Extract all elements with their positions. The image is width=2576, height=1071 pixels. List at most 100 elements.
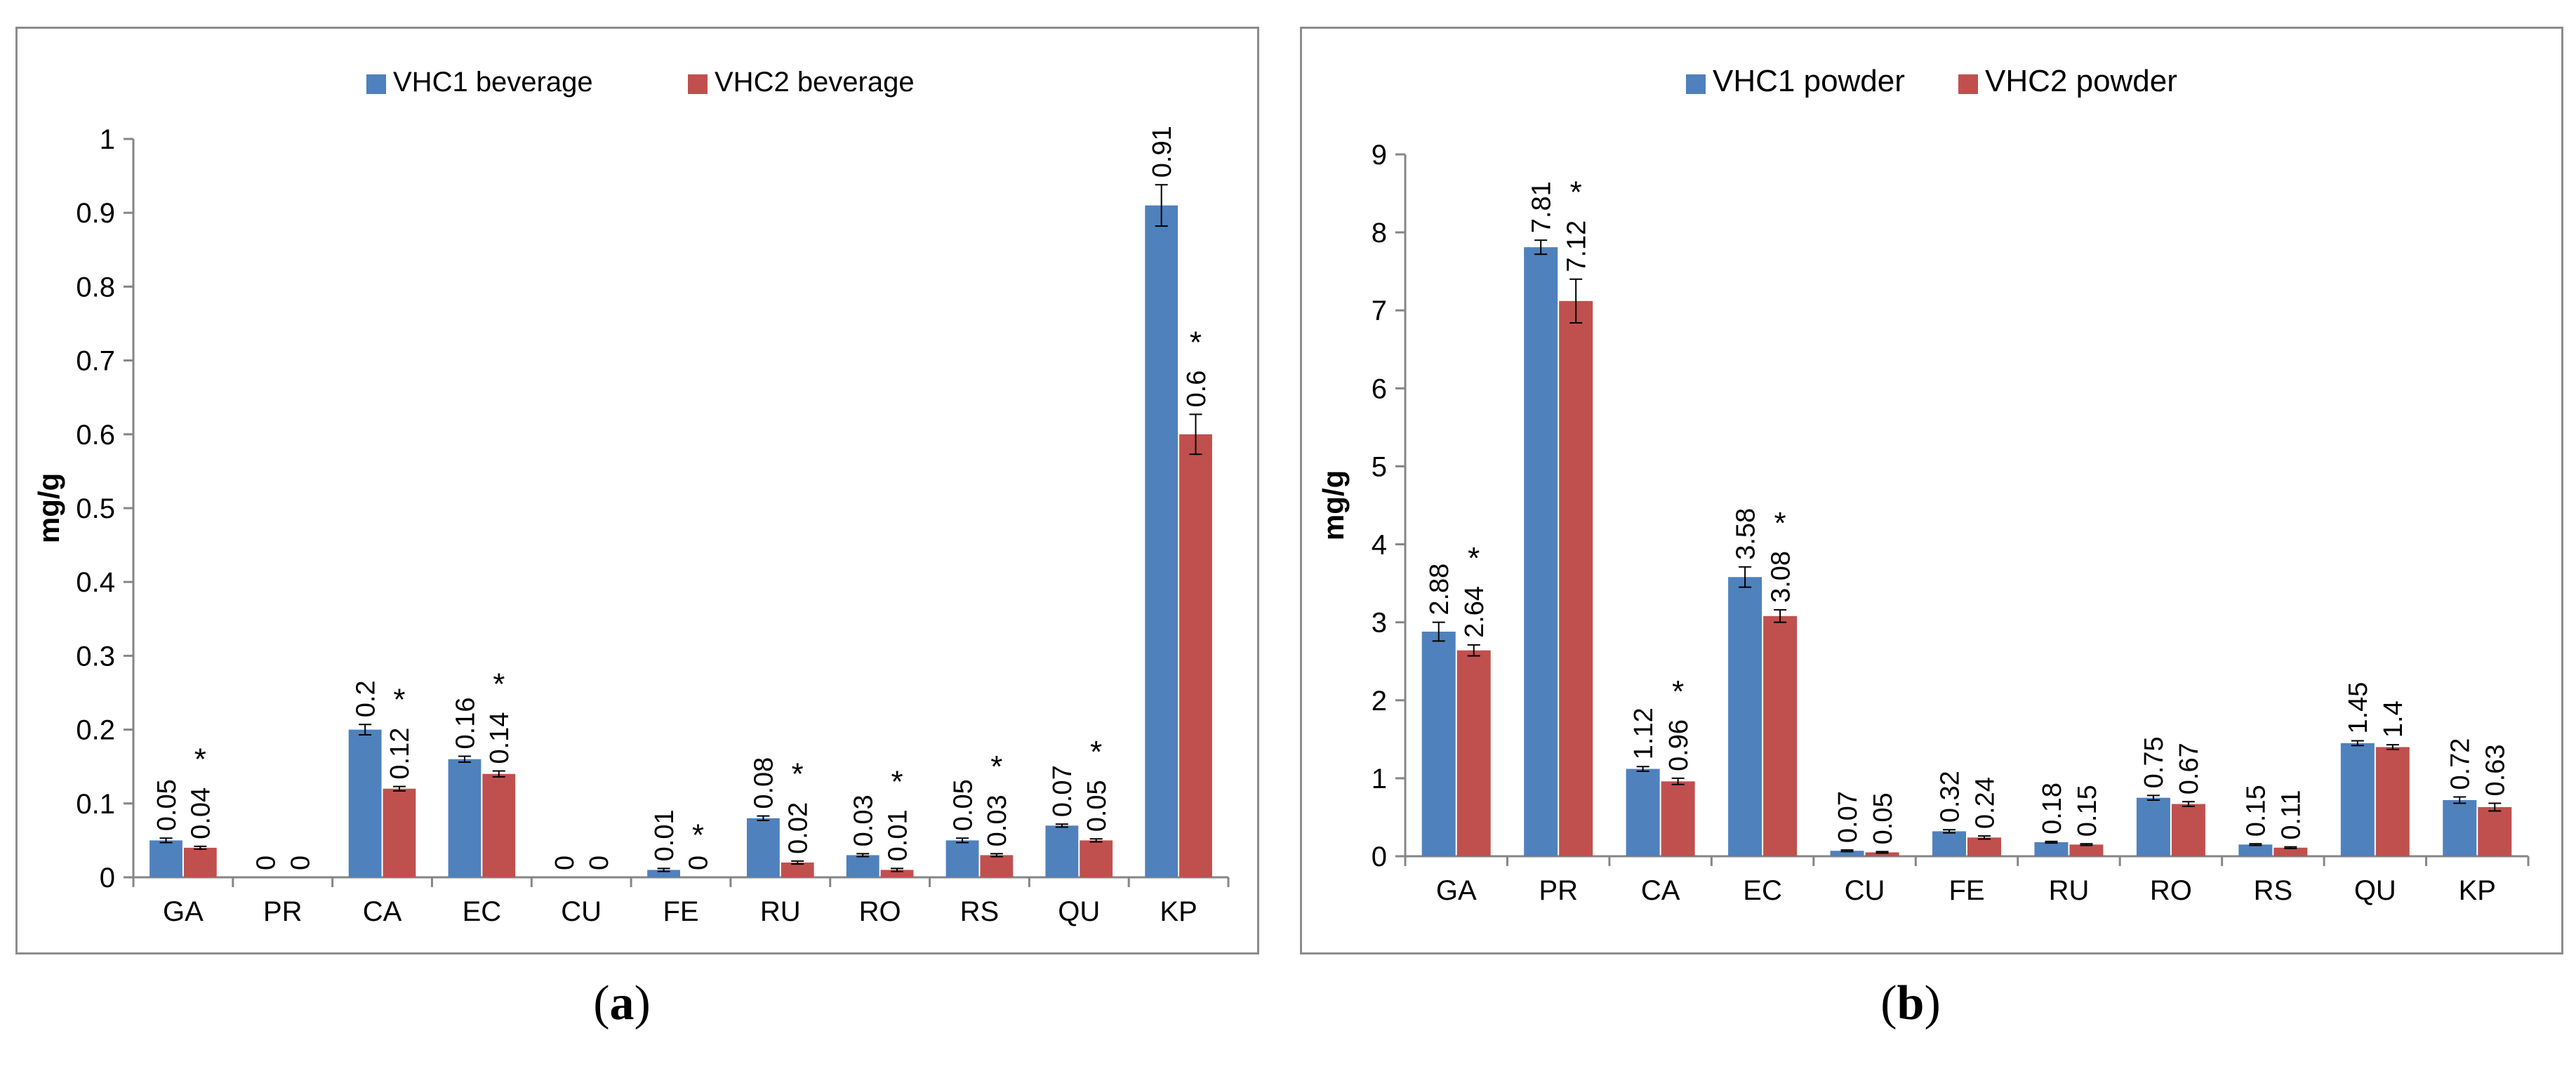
data-label: 0 [684,856,714,870]
data-label: 0.63 [2481,744,2511,796]
bar-2 [781,862,814,877]
bar-2 [1763,616,1798,856]
x-tick-label: EC [463,896,502,927]
x-tick-label: RU [760,896,801,927]
y-tick-label: 0.6 [76,420,115,451]
significance-marker: * [792,757,804,792]
data-label: 0.15 [2073,785,2102,837]
data-label: 0.12 [385,728,415,780]
caption-a-open: ( [593,976,610,1030]
data-label: 0.05 [948,779,978,831]
bar-1 [2136,797,2170,856]
bar-1 [448,759,482,877]
data-label: 2.88 [1425,564,1454,616]
bar-1 [1932,831,1966,856]
data-label: 0.03 [983,794,1012,846]
legend-label-2: VHC2 powder [1985,64,2177,98]
data-label: 0.2 [351,680,380,717]
caption-a-close: ) [634,976,651,1030]
x-tick-label: RS [2254,875,2293,906]
bar-2 [1661,781,1695,856]
data-label: 2.64 [1460,586,1489,638]
x-tick-label: KP [2459,875,2496,906]
x-tick-label: RU [2049,875,2090,906]
bar-1 [2034,842,2069,856]
significance-marker: * [1190,326,1202,360]
bar-2 [980,855,1014,877]
caption-b: (b) [1840,976,1981,1032]
data-label: 0.05 [1868,792,1898,844]
data-label: 0.02 [784,802,814,854]
y-tick-label: 3 [1372,608,1387,639]
bar-chart-b: VHC1 powder VHC2 powder mg/g 0 1 2 3 4 5 6 7 8 9 GA 2.… [1300,27,2563,954]
legend-swatch-1 [1686,74,1706,94]
x-tick-label: RO [859,896,901,927]
y-tick-label: 4 [1372,530,1387,561]
data-label: 0.32 [1935,771,1965,823]
y-axis-label: mg/g [1317,470,1350,540]
data-label: 0.6 [1182,371,1211,408]
bar-2 [383,788,416,877]
bar-1 [945,840,979,877]
legend-swatch-2 [1958,74,1978,94]
y-tick-label: 8 [1372,218,1387,248]
bar-2 [2171,804,2205,856]
data-label: 0.91 [1148,126,1177,178]
chart-border [15,27,1259,954]
data-label: 0.72 [2446,738,2476,790]
significance-marker: * [891,764,903,799]
data-label: 0.03 [849,794,879,846]
legend-label-2: VHC2 beverage [715,67,915,98]
bar-1 [1145,205,1179,877]
bar-2 [2478,807,2512,856]
data-label: 0.18 [2038,783,2067,834]
caption-a-letter: a [609,976,635,1030]
x-tick-label: GA [163,896,204,927]
data-label: 3.58 [1731,508,1760,560]
y-tick-label: 0 [100,863,115,893]
legend-label-1: VHC1 beverage [393,67,593,98]
bar-2 [183,847,217,877]
y-tick-label: 0 [1372,842,1387,872]
bar-2 [1456,650,1491,856]
bar-1 [2238,844,2273,856]
data-label: 0.01 [650,809,679,861]
bar-1 [846,855,879,877]
y-tick-label: 0.5 [76,493,115,524]
y-tick-label: 5 [1372,451,1387,482]
chart-panel-a: VHC1 beverage VHC2 beverage mg/g 0 0.1 0.2 0.3… [15,27,1259,954]
x-tick-label: RO [2150,875,2192,906]
significance-marker: * [393,682,405,717]
data-label: 0.75 [2139,736,2169,788]
significance-marker: * [1672,674,1684,709]
x-tick-label: GA [1436,875,1477,906]
significance-marker: * [1774,506,1786,540]
y-tick-label: 1 [100,124,115,155]
legend-swatch-1 [366,74,386,94]
bar-1 [647,870,680,877]
data-label: 0.11 [2277,790,2306,840]
y-tick-label: 0.4 [76,567,115,598]
bar-1 [1524,247,1558,856]
y-tick-label: 7 [1372,295,1387,326]
x-tick-label: EC [1743,875,1782,906]
x-tick-label: PR [263,896,303,927]
bar-2 [2273,847,2308,856]
y-tick-label: 0.1 [76,789,115,820]
bar-1 [1045,825,1079,877]
bar-2 [2375,747,2410,856]
bar-1 [2443,800,2477,856]
data-label: 0.15 [2242,785,2271,837]
bar-1 [747,818,780,877]
data-label: 0.16 [451,698,480,750]
x-tick-label: KP [1160,896,1197,927]
significance-marker: * [194,743,206,777]
bar-1 [2340,743,2375,856]
caption-b-close: ) [1924,976,1941,1030]
bar-2 [1967,837,2001,856]
x-tick-label: CU [561,896,602,927]
significance-marker: * [1570,175,1582,210]
legend: VHC1 powder VHC2 powder [1686,64,2177,98]
caption-b-open: ( [1880,976,1897,1030]
bar-2 [482,773,516,877]
